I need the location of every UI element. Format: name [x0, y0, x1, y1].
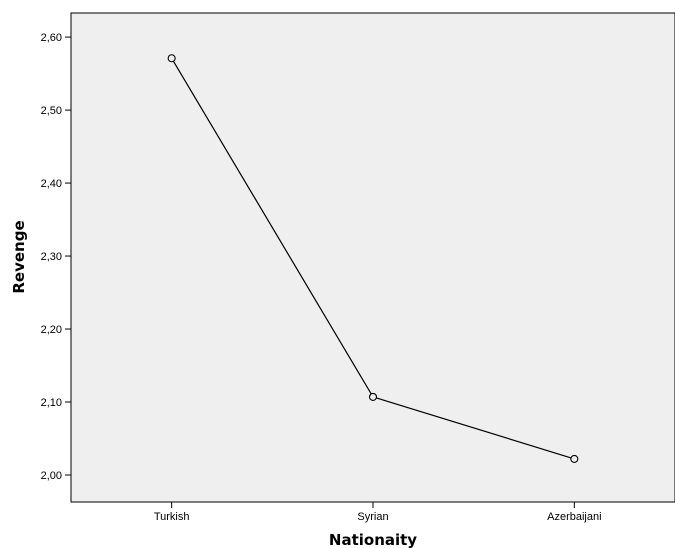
y-axis-ticks: 2,00 2,10 2,20 2,30 2,40 2,50 2,60: [41, 32, 71, 482]
x-tick-label: Syrian: [357, 511, 388, 523]
x-tick-label: Azerbaijani: [547, 511, 601, 523]
y-tick-label: 2,50: [41, 105, 62, 117]
data-point: [167, 54, 176, 63]
y-tick-label: 2,20: [41, 324, 62, 336]
y-tick-label: 2,30: [41, 251, 62, 263]
y-tick-label: 2,10: [41, 397, 62, 409]
y-tick-label: 2,40: [41, 178, 62, 190]
y-tick-label: 2,60: [41, 32, 62, 44]
data-point: [368, 392, 378, 401]
x-axis-ticks: Turkish Syrian Azerbaijani: [154, 502, 602, 523]
y-tick-label: 2,00: [41, 470, 62, 482]
x-axis-title: Nationaity: [329, 531, 417, 548]
y-axis-title: Revenge: [10, 220, 28, 293]
plot-area: [70, 12, 675, 503]
data-point: [570, 454, 579, 463]
x-tick-label: Turkish: [154, 511, 190, 523]
data-points: [167, 54, 579, 463]
